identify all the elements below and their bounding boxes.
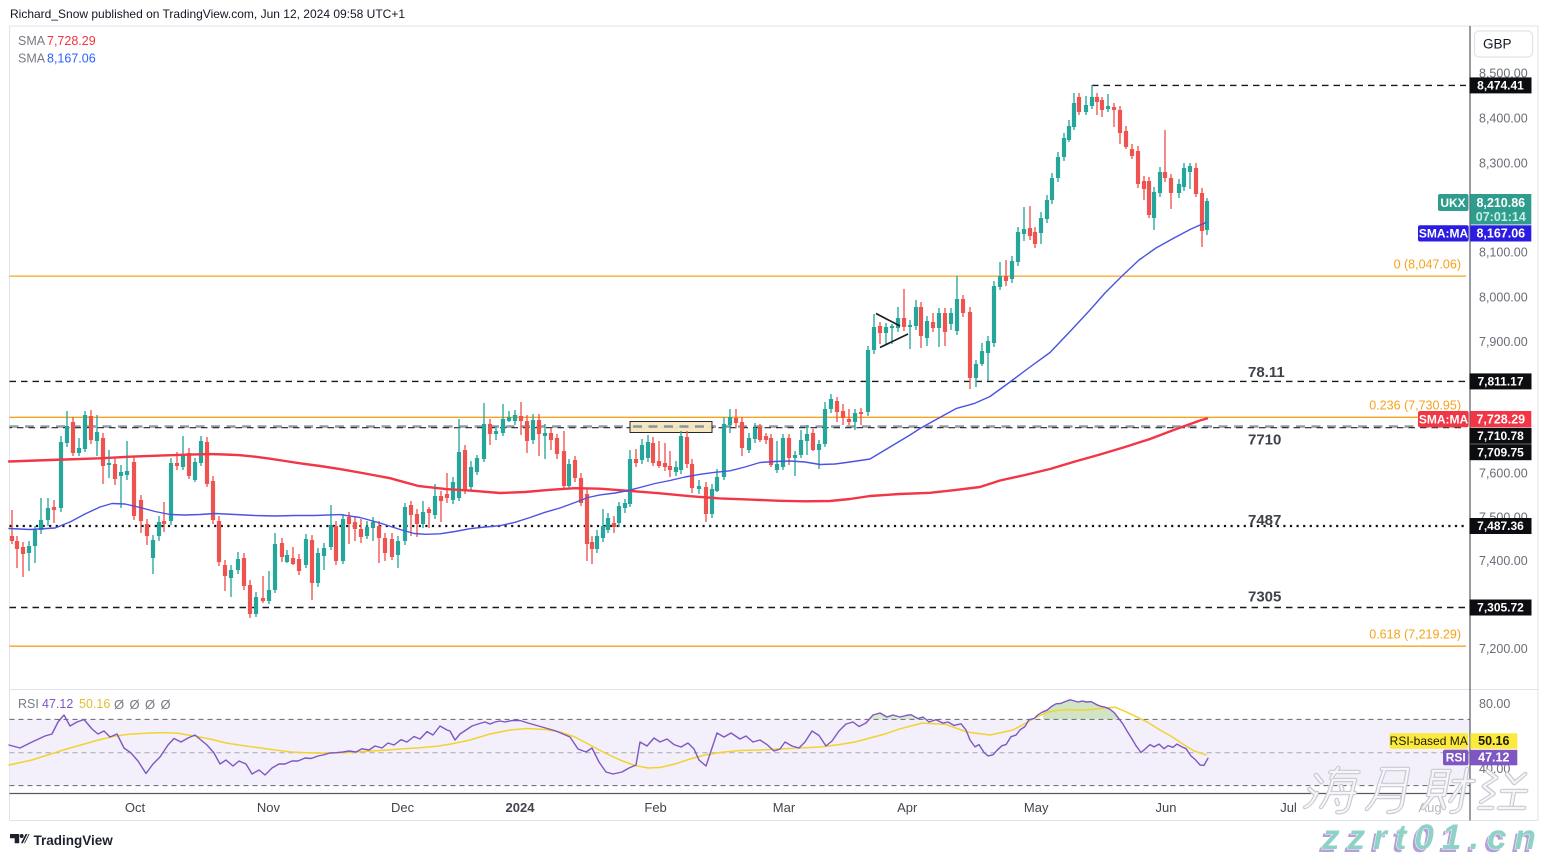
svg-text:8,100.00: 8,100.00 (1479, 246, 1528, 260)
svg-text:Ø: Ø (114, 697, 124, 712)
svg-text:8,474.41: 8,474.41 (1477, 79, 1524, 93)
svg-text:7,728.29: 7,728.29 (47, 34, 96, 48)
svg-text:TradingView: TradingView (34, 833, 114, 848)
svg-text:GBP: GBP (1483, 37, 1512, 52)
svg-text:Feb: Feb (644, 800, 666, 815)
svg-text:zzrt01.cn: zzrt01.cn (1318, 821, 1541, 857)
svg-text:Ø: Ø (145, 697, 155, 712)
svg-text:47.12: 47.12 (42, 697, 73, 711)
svg-text:50.16: 50.16 (79, 697, 110, 711)
svg-text:7,305.72: 7,305.72 (1477, 601, 1524, 615)
svg-text:8,000.00: 8,000.00 (1479, 291, 1528, 305)
svg-text:Dec: Dec (391, 800, 415, 815)
svg-text:Ø: Ø (161, 697, 171, 712)
svg-text:07:01:14: 07:01:14 (1476, 210, 1526, 224)
svg-text:Mar: Mar (773, 800, 796, 815)
svg-text:7,600.00: 7,600.00 (1479, 467, 1528, 481)
svg-text:7487: 7487 (1248, 512, 1281, 529)
svg-text:SMA: SMA (18, 34, 46, 48)
svg-text:8,167.06: 8,167.06 (47, 52, 96, 66)
svg-text:Oct: Oct (125, 800, 146, 815)
svg-text:8,300.00: 8,300.00 (1479, 157, 1528, 171)
svg-text:80.00: 80.00 (1479, 697, 1510, 711)
svg-text:8,210.86: 8,210.86 (1476, 196, 1525, 210)
svg-text:7,709.75: 7,709.75 (1477, 445, 1524, 459)
svg-text:0 (8,047.06): 0 (8,047.06) (1394, 258, 1461, 272)
svg-text:Jun: Jun (1156, 800, 1177, 815)
svg-text:7,400.00: 7,400.00 (1479, 554, 1528, 568)
svg-text:Nov: Nov (257, 800, 281, 815)
svg-text:78.11: 78.11 (1248, 364, 1285, 381)
svg-text:May: May (1024, 800, 1049, 815)
svg-text:0.236 (7,730.95): 0.236 (7,730.95) (1369, 399, 1461, 413)
svg-text:SMA:MA: SMA:MA (1419, 412, 1469, 426)
svg-text:Ø: Ø (130, 697, 140, 712)
svg-text:7,728.29: 7,728.29 (1476, 412, 1525, 426)
svg-text:SMA:MA: SMA:MA (1419, 227, 1469, 241)
svg-text:RSI: RSI (1446, 751, 1466, 765)
svg-text:7,710.78: 7,710.78 (1477, 429, 1524, 443)
svg-text:8,167.06: 8,167.06 (1476, 227, 1525, 241)
svg-text:RSI-based MA: RSI-based MA (1390, 734, 1468, 748)
svg-text:7,811.17: 7,811.17 (1477, 375, 1523, 389)
svg-text:8,400.00: 8,400.00 (1479, 112, 1528, 126)
svg-text:SMA: SMA (18, 52, 46, 66)
svg-text:RSI: RSI (18, 697, 39, 711)
svg-text:2024: 2024 (506, 800, 536, 815)
svg-text:47.12: 47.12 (1478, 751, 1509, 765)
svg-text:7,487.36: 7,487.36 (1477, 519, 1524, 533)
svg-text:Apr: Apr (897, 800, 918, 815)
svg-text:UKX: UKX (1440, 196, 1465, 210)
svg-text:7710: 7710 (1248, 432, 1281, 449)
svg-text:7,200.00: 7,200.00 (1479, 642, 1528, 656)
svg-text:7305: 7305 (1248, 589, 1281, 606)
svg-text:Richard_Snow published on Trad: Richard_Snow published on TradingView.co… (10, 7, 405, 21)
svg-text:7,900.00: 7,900.00 (1479, 335, 1528, 349)
svg-text:0.618 (7,219.29): 0.618 (7,219.29) (1369, 628, 1461, 642)
svg-text:zzrt01.cn: zzrt01.cn (1321, 818, 1544, 857)
svg-text:8,500.00: 8,500.00 (1479, 67, 1528, 81)
svg-text:Jul: Jul (1280, 800, 1297, 815)
svg-text:50.16: 50.16 (1478, 734, 1509, 748)
